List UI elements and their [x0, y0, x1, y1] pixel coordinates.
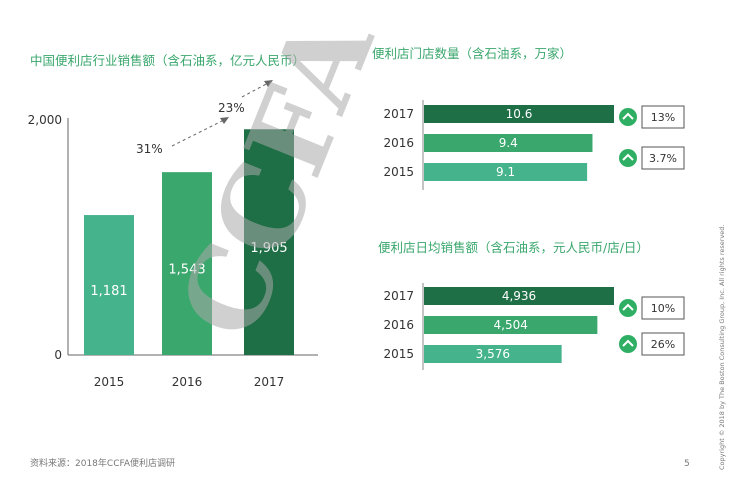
growth-badge-text: 13% — [651, 111, 675, 124]
y-tick-2017: 2017 — [383, 107, 414, 121]
page-number: 5 — [684, 459, 690, 469]
bar-value-label-2017: 1,905 — [250, 241, 287, 256]
growth-up-icon — [619, 108, 637, 126]
bar-value-label-2015: 1,181 — [90, 284, 127, 299]
hbar-2015 — [424, 345, 562, 363]
growth-badge-box — [641, 146, 685, 170]
chevron-up-icon — [622, 112, 634, 120]
growth-up-icon — [619, 149, 637, 167]
hbar-value-label-2016: 4,504 — [494, 318, 528, 332]
bar-2017 — [244, 129, 294, 355]
y-tick-2016: 2016 — [383, 318, 414, 332]
hbar-2016 — [424, 134, 593, 152]
store-bars: 2017 10.6 2016 9.4 2015 9.1 13% 3.7% — [383, 105, 685, 181]
growth-up-icon — [619, 335, 637, 353]
growth-badge-text: 26% — [651, 338, 675, 351]
growth-badge-box — [641, 332, 685, 356]
y-tick-2015: 2015 — [383, 347, 414, 361]
growth-arrow-2015-2016 — [171, 118, 227, 147]
y-tick-max: 2,000 — [28, 113, 62, 127]
growth-label-2017: 23% — [218, 101, 245, 115]
hbar-value-label-2015: 3,576 — [476, 347, 510, 361]
growth-up-icon — [619, 299, 637, 317]
hbar-2017 — [424, 105, 614, 123]
x-tick-2016: 2016 — [172, 375, 203, 389]
daily-sales-bars: 2017 4,936 2016 4,504 2015 3,576 10% 26% — [383, 287, 685, 363]
hbar-2015 — [424, 163, 588, 181]
sales-chart-title: 中国便利店行业销售额（含石油系，亿元人民币） — [30, 53, 305, 68]
growth-badge-text: 3.7% — [649, 152, 677, 165]
growth-arrow-head-1 — [220, 117, 229, 124]
y-tick-2017: 2017 — [383, 289, 414, 303]
bar-2015 — [84, 215, 134, 355]
x-tick-2017: 2017 — [254, 375, 285, 389]
growth-arrow-2016-2017 — [241, 81, 271, 98]
bar-2016 — [162, 172, 212, 355]
hbar-value-label-2016: 9.4 — [499, 136, 518, 150]
y-tick-2015: 2015 — [383, 165, 414, 179]
daily-sales-chart-title: 便利店日均销售额（含石油系，元人民币/店/日） — [378, 240, 649, 255]
growth-badge-box — [641, 105, 685, 129]
chevron-up-icon — [622, 339, 634, 347]
growth-badge-text: 10% — [651, 302, 675, 315]
growth-arrow-head-2 — [264, 80, 273, 87]
chevron-up-icon — [622, 303, 634, 311]
footer-source: 资料来源：2018年CCFA便利店调研 — [30, 457, 175, 469]
x-tick-2015: 2015 — [94, 375, 125, 389]
chevron-up-icon — [622, 153, 634, 161]
y-tick-min: 0 — [54, 348, 62, 362]
growth-badge-box — [641, 296, 685, 320]
bar-value-label-2016: 1,543 — [168, 263, 205, 278]
sales-bars: 1,181 2015 1,543 2016 1,905 2017 — [84, 129, 294, 389]
store-chart-title: 便利店门店数量（含石油系，万家） — [372, 46, 572, 61]
copyright-note: Copyright © 2018 by The Boston Consultin… — [718, 225, 726, 470]
y-tick-2016: 2016 — [383, 136, 414, 150]
hbar-2016 — [424, 316, 598, 334]
hbar-value-label-2017: 4,936 — [502, 289, 536, 303]
growth-label-2016: 31% — [136, 142, 163, 156]
hbar-2017 — [424, 287, 614, 305]
hbar-value-label-2017: 10.6 — [506, 107, 533, 121]
hbar-value-label-2015: 9.1 — [496, 165, 515, 179]
